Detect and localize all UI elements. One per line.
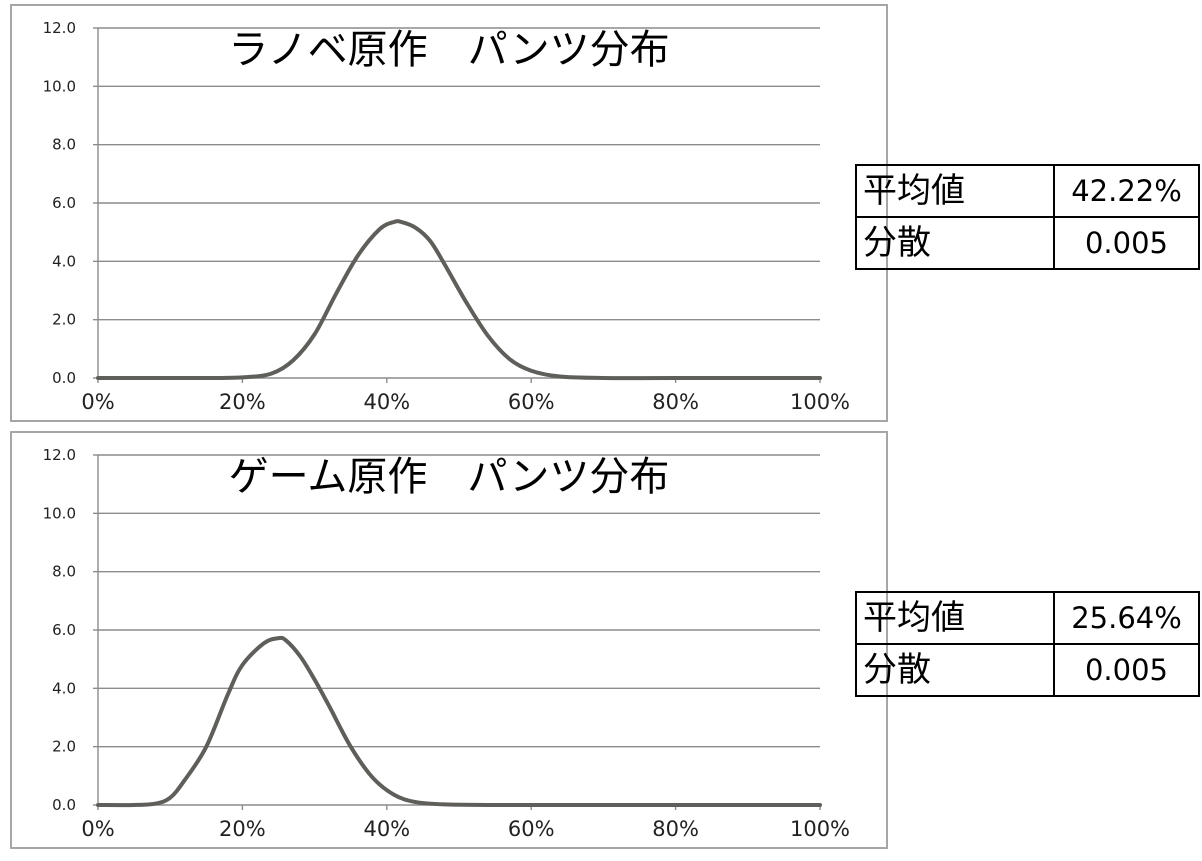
mean-label: 平均値 (855, 591, 1055, 645)
series-line (96, 219, 822, 381)
y-tick-label: 2.0 (52, 311, 76, 329)
x-tick-label: 0% (81, 817, 114, 841)
chart-panel-game: 0.0 2.0 4.0 6.0 8.0 10.0 12.0 0% 20% 40% 60% 80% 100… (10, 431, 888, 849)
y-tick-label: 0.0 (52, 796, 76, 814)
x-tick-label: 80% (652, 390, 699, 414)
variance-label: 分散 (855, 643, 1055, 697)
x-tick-label: 40% (363, 817, 410, 841)
variance-label: 分散 (855, 216, 1055, 270)
y-tick-label: 6.0 (52, 194, 76, 212)
x-tick-label: 40% (363, 390, 410, 414)
x-tick-label: 100% (790, 390, 850, 414)
y-tick-label: 8.0 (52, 136, 76, 154)
stats-row-mean: 平均値 25.64% (855, 591, 1200, 645)
variance-value: 0.005 (1053, 216, 1200, 270)
stats-row-mean: 平均値 42.22% (855, 164, 1200, 218)
stats-row-variance: 分散 0.005 (855, 216, 1200, 270)
mean-value: 42.22% (1053, 164, 1200, 218)
y-tick-label: 10.0 (43, 77, 76, 95)
y-tick-label: 0.0 (52, 369, 76, 387)
y-tick-label: 2.0 (52, 738, 76, 756)
stats-table-light-novel: 平均値 42.22% 分散 0.005 (855, 164, 1200, 270)
variance-value: 0.005 (1053, 643, 1200, 697)
mean-value: 25.64% (1053, 591, 1200, 645)
stats-table-game: 平均値 25.64% 分散 0.005 (855, 591, 1200, 697)
mean-label: 平均値 (855, 164, 1055, 218)
x-tick-label: 60% (508, 817, 555, 841)
x-tick-label: 20% (219, 817, 266, 841)
y-tick-label: 6.0 (52, 621, 76, 639)
chart-svg: 0.0 2.0 4.0 6.0 8.0 10.0 12.0 0% 20% 40% 60% 80% 100… (43, 19, 850, 414)
x-tick-label: 100% (790, 817, 850, 841)
x-tick-label: 60% (508, 390, 555, 414)
chart-title: ラノベ原作 パンツ分布 (228, 27, 669, 73)
series-line (96, 635, 822, 808)
y-tick-label: 4.0 (52, 679, 76, 697)
chart-panel-light-novel: 0.0 2.0 4.0 6.0 8.0 10.0 12.0 0% 20% 40% 60% 80% 100… (10, 4, 888, 422)
y-tick-label: 10.0 (43, 504, 76, 522)
chart-svg: 0.0 2.0 4.0 6.0 8.0 10.0 12.0 0% 20% 40% 60% 80% 100… (43, 446, 850, 841)
x-tick-label: 0% (81, 390, 114, 414)
x-tick-label: 80% (652, 817, 699, 841)
y-tick-label: 4.0 (52, 252, 76, 270)
stats-row-variance: 分散 0.005 (855, 643, 1200, 697)
y-tick-label: 12.0 (43, 446, 76, 464)
y-tick-label: 12.0 (43, 19, 76, 37)
y-tick-label: 8.0 (52, 563, 76, 581)
chart-title: ゲーム原作 パンツ分布 (229, 454, 670, 500)
x-tick-label: 20% (219, 390, 266, 414)
